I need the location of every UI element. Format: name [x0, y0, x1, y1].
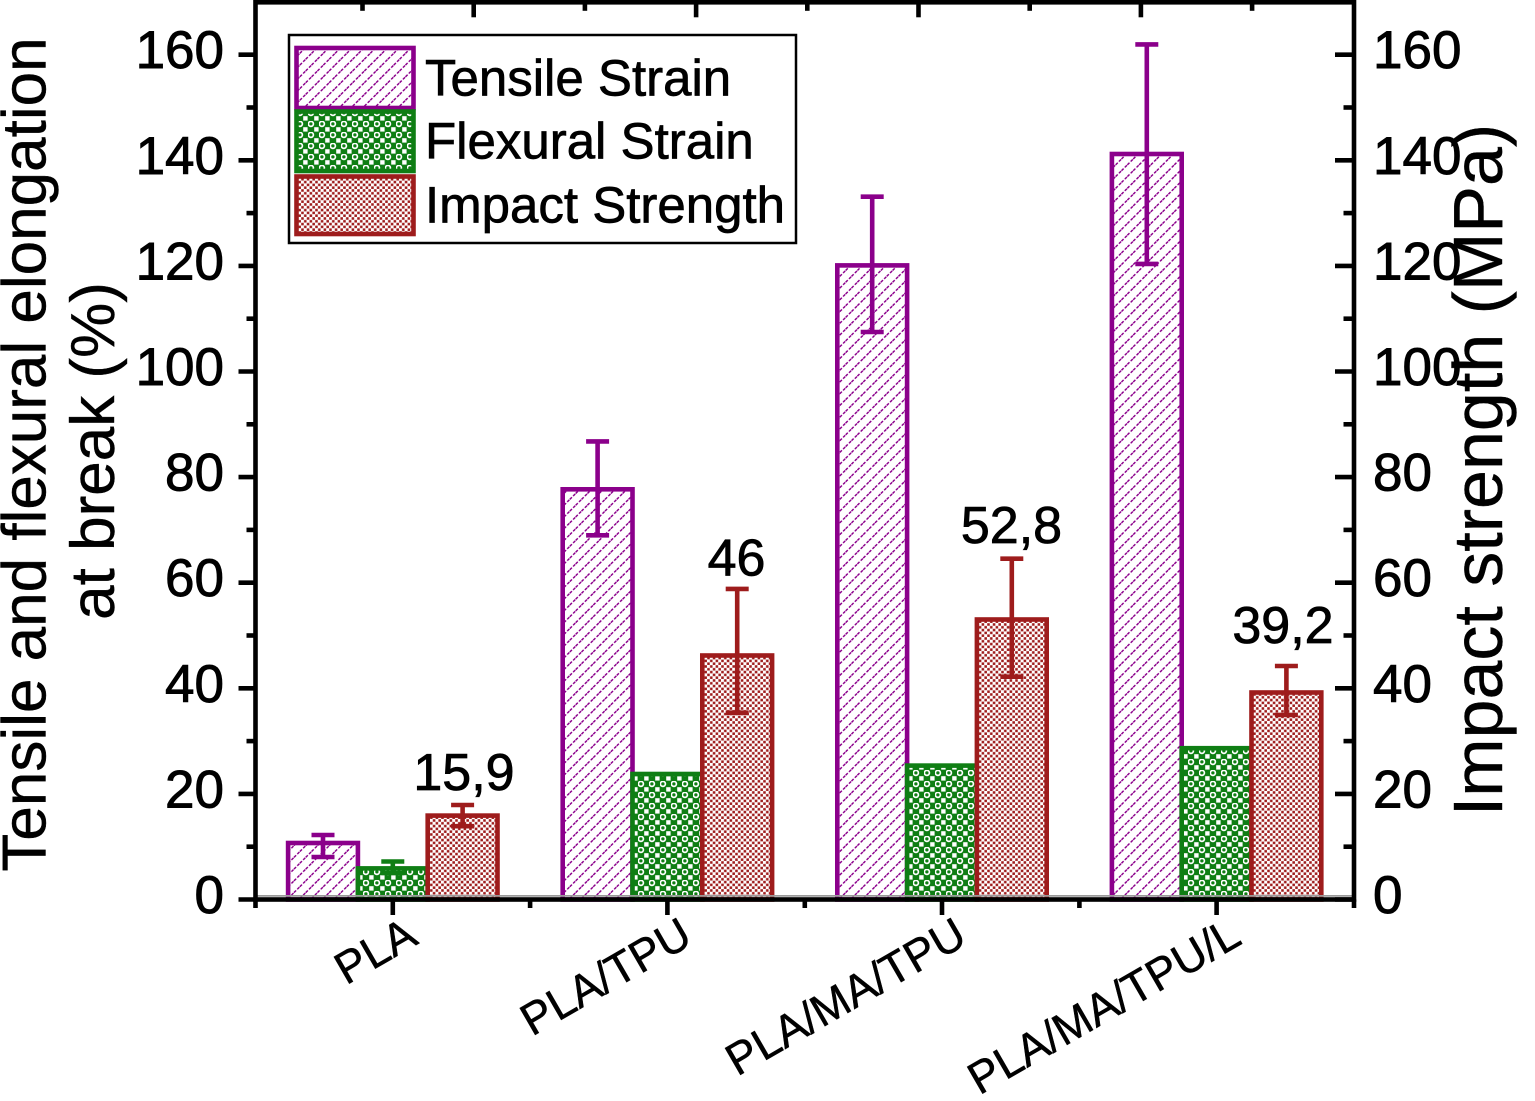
- svg-text:160: 160: [136, 21, 224, 80]
- svg-text:15,9: 15,9: [413, 744, 514, 802]
- svg-text:at break (%): at break (%): [59, 282, 128, 620]
- svg-text:Flexural Strain: Flexural Strain: [425, 113, 754, 170]
- svg-text:Tensile Strain: Tensile Strain: [425, 50, 731, 107]
- svg-text:60: 60: [165, 549, 224, 608]
- svg-text:40: 40: [1373, 655, 1432, 714]
- svg-text:20: 20: [165, 760, 224, 819]
- svg-text:140: 140: [136, 127, 224, 186]
- svg-text:39,2: 39,2: [1232, 597, 1333, 655]
- svg-text:Tensile and flexural elongatio: Tensile and flexural elongation: [0, 37, 60, 871]
- svg-text:100: 100: [136, 338, 224, 397]
- svg-text:80: 80: [165, 444, 224, 503]
- svg-text:120: 120: [1373, 232, 1461, 291]
- svg-text:Impact strength (MPa): Impact strength (MPa): [1439, 124, 1517, 816]
- svg-text:160: 160: [1373, 21, 1461, 80]
- svg-text:0: 0: [1373, 866, 1402, 925]
- svg-text:20: 20: [1373, 760, 1432, 819]
- svg-text:52,8: 52,8: [961, 497, 1062, 555]
- svg-text:60: 60: [1373, 549, 1432, 608]
- svg-text:140: 140: [1373, 127, 1461, 186]
- svg-text:46: 46: [708, 530, 766, 588]
- svg-text:80: 80: [1373, 444, 1432, 503]
- svg-text:0: 0: [195, 866, 224, 925]
- svg-text:120: 120: [136, 232, 224, 291]
- svg-text:40: 40: [165, 655, 224, 714]
- svg-text:100: 100: [1373, 338, 1461, 397]
- svg-text:Impact Strength: Impact Strength: [425, 177, 785, 234]
